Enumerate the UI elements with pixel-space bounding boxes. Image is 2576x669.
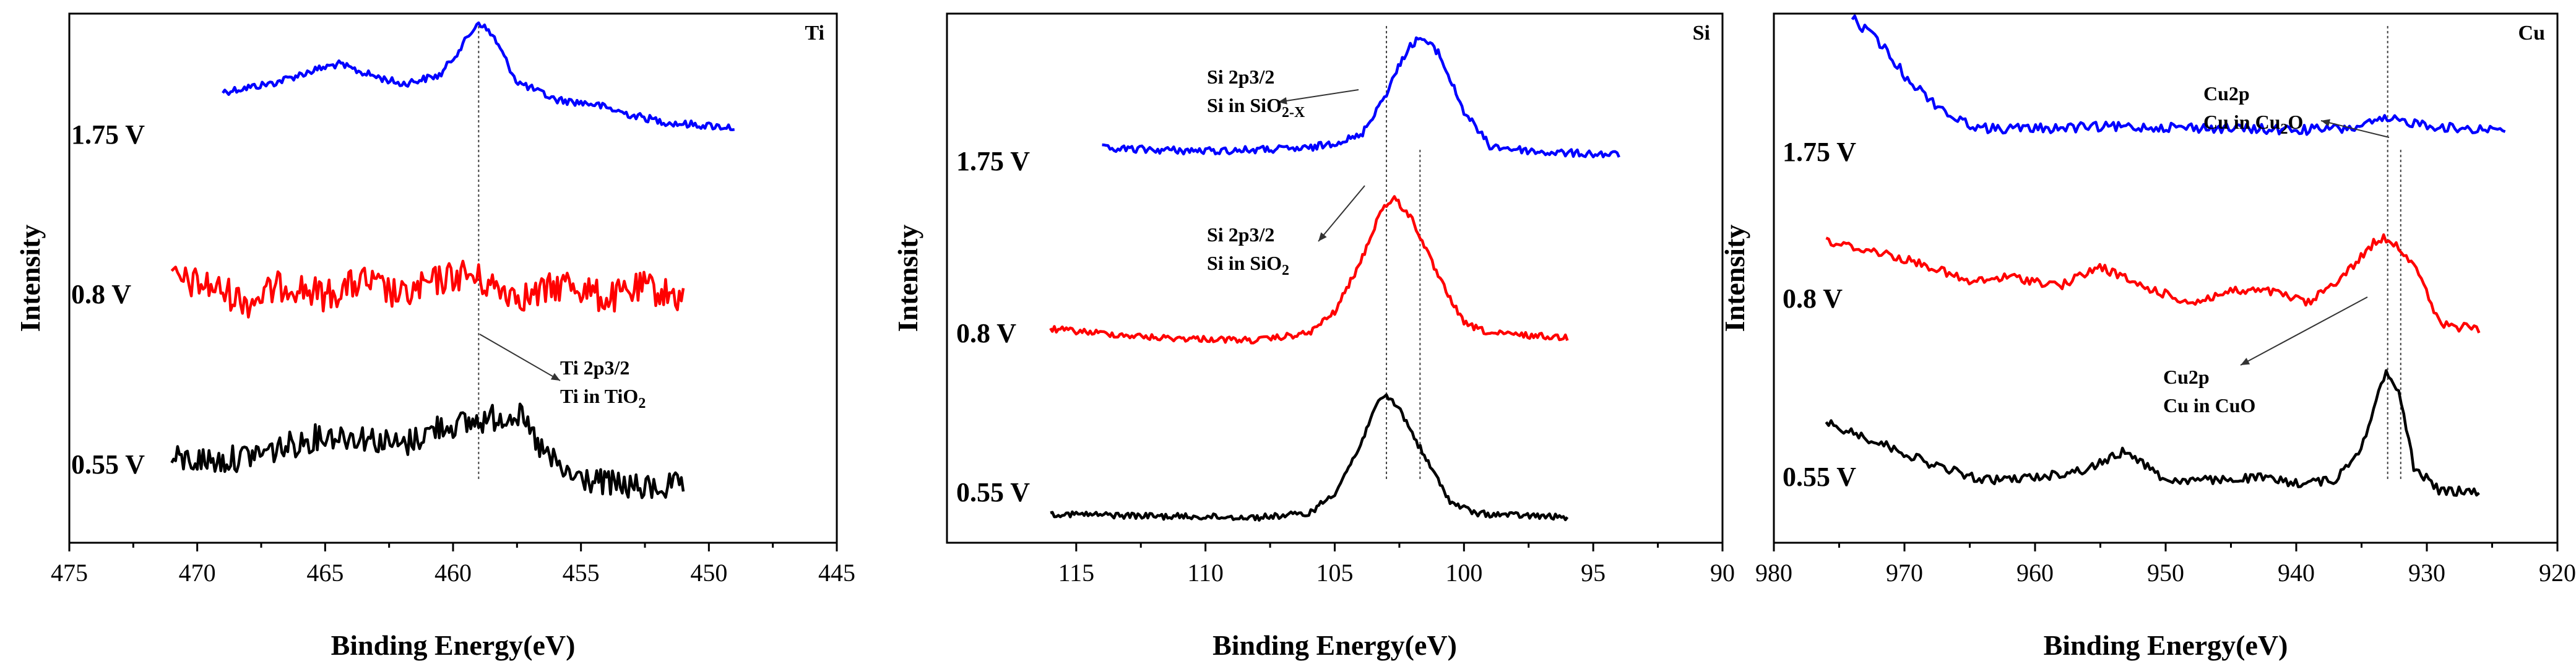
annotation-line-2: Cu in CuO (2163, 394, 2255, 417)
x-tick-label: 960 (2016, 559, 2054, 587)
peak-annotation: Cu2p Cu in Cu2O (2203, 82, 2390, 138)
panel-cu: 980 970 960 950 940 930 920 Binding Energy(eV) I… (1719, 12, 2576, 661)
panel-title: Ti (805, 22, 824, 45)
arrow-head (2241, 358, 2250, 365)
x-tick-label: 475 (51, 559, 88, 587)
voltage-label: 0.8 V (1783, 283, 1843, 314)
peak-annotation: Si 2p3/2 Si in SiO2-X (1207, 66, 1359, 121)
arrow-head (1318, 232, 1327, 241)
voltage-label: 0.55 V (1783, 462, 1856, 492)
annotation-line-2: Si in SiO2-X (1207, 94, 1305, 121)
y-axis-label: Intensity (1719, 225, 1750, 332)
x-tick-label: 465 (306, 559, 344, 587)
annotation-arrow (2240, 296, 2368, 366)
x-tick-label: 970 (1886, 559, 1923, 587)
voltage-label: 1.75 V (71, 119, 145, 150)
voltage-label: 0.8 V (956, 318, 1016, 348)
x-tick-label: 920 (2539, 559, 2576, 587)
y-axis-label: Intensity (892, 225, 923, 332)
peak-annotation: Ti 2p3/2 Ti in TiO2 (479, 334, 646, 412)
series-line-1-75-v (222, 21, 735, 131)
voltage-label: 1.75 V (1783, 137, 1856, 167)
y-axis-label: Intensity (14, 225, 46, 332)
panel-title: Cu (2518, 22, 2545, 45)
series-line-1-75-v (1851, 14, 2506, 136)
arrow-head (2321, 119, 2331, 127)
annotation-line-1: Si 2p3/2 (1207, 223, 1274, 246)
x-tick-label: 105 (1316, 559, 1354, 587)
x-tick-label: 445 (818, 559, 855, 587)
annotation-arrow (1277, 89, 1359, 103)
x-axis-label: Binding Energy(eV) (2044, 629, 2288, 661)
series-line-0-55-v (1050, 393, 1569, 522)
annotation-line-2: Si in SiO2 (1207, 252, 1289, 278)
annotation-line-1: Ti 2p3/2 (560, 356, 629, 379)
annotation-line-1: Si 2p3/2 (1207, 66, 1274, 88)
x-tick-label: 90 (1710, 559, 1735, 587)
x-tick-label: 980 (1755, 559, 1792, 587)
x-tick-label: 100 (1445, 559, 1482, 587)
series-line-0-8-v (1049, 195, 1569, 345)
arrow-head (1278, 97, 1287, 105)
annotation-arrow (2320, 120, 2390, 138)
series-line-1-75-v (1102, 36, 1620, 158)
annotation-line-2: Ti in TiO2 (560, 385, 646, 412)
annotation-arrow (479, 334, 561, 381)
panel-ti: 475 470 465 460 455 450 445 Binding Energy(eV) I… (14, 12, 855, 661)
x-tick-label: 470 (179, 559, 216, 587)
x-tick-label: 455 (563, 559, 600, 587)
series-line-0-8-v (1825, 233, 2481, 334)
panel-title: Si (1693, 22, 1710, 45)
x-tick-label: 110 (1187, 559, 1224, 587)
x-tick-label: 450 (690, 559, 727, 587)
annotation-line-1: Cu2p (2203, 82, 2250, 105)
peak-annotation: Si 2p3/2 Si in SiO2 (1207, 185, 1365, 278)
x-tick-label: 940 (2278, 559, 2315, 587)
annotation-line-2: Cu in Cu2O (2203, 111, 2303, 137)
x-tick-label: 115 (1058, 559, 1095, 587)
voltage-label: 0.55 V (956, 477, 1030, 507)
series-line-0-55-v (170, 402, 685, 499)
x-axis-label: Binding Energy(eV) (1212, 629, 1457, 661)
x-tick-label: 95 (1581, 559, 1606, 587)
peak-annotation: Cu2p Cu in CuO (2163, 296, 2368, 417)
series-line-0-8-v (170, 259, 685, 319)
voltage-label: 0.8 V (71, 279, 131, 309)
x-tick-label: 950 (2147, 559, 2184, 587)
arrow-head (550, 373, 560, 381)
panel-si: 115 110 105 100 95 90 Binding Energy(eV) Intens… (892, 12, 1735, 661)
annotation-line-1: Cu2p (2163, 366, 2210, 388)
x-tick-label: 460 (434, 559, 472, 587)
x-tick-label: 930 (2408, 559, 2445, 587)
voltage-label: 1.75 V (956, 146, 1030, 176)
annotation-arrow (1318, 185, 1365, 242)
x-axis-label: Binding Energy(eV) (331, 629, 576, 661)
voltage-label: 0.55 V (71, 449, 145, 480)
series-line-0-55-v (1825, 369, 2480, 497)
